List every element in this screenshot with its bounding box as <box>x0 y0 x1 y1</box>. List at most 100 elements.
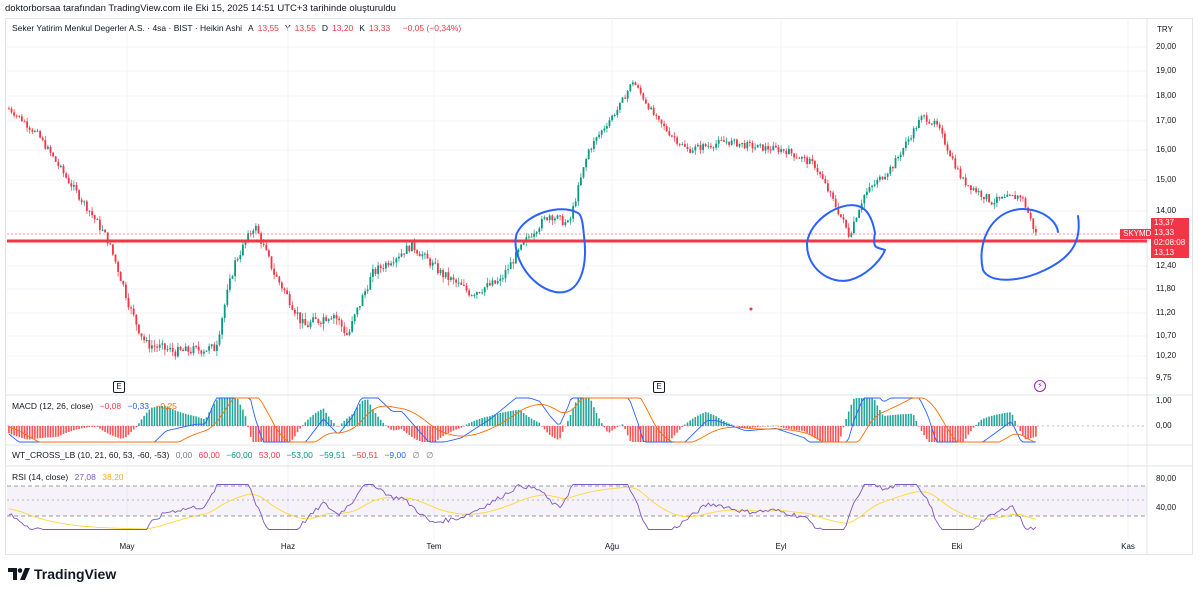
macd-hist-bar <box>764 426 767 427</box>
macd-hist-bar <box>525 415 528 426</box>
macd-hist-bar <box>756 426 759 427</box>
price-tick-6: 14,00 <box>1156 206 1177 215</box>
macd-hist-bar <box>902 414 905 426</box>
macd-hist-bar <box>132 426 135 430</box>
earnings-mark-1[interactable]: E <box>113 381 125 393</box>
candle-body <box>658 115 660 120</box>
macd-hist-bar <box>138 423 140 426</box>
macd-hist-bar <box>377 416 379 426</box>
macd-hist-bar <box>881 414 884 426</box>
candle-body <box>923 115 925 117</box>
candle-body <box>244 241 247 245</box>
candle-body <box>320 322 322 324</box>
candle-body <box>190 351 192 354</box>
price-tick-5: 15,00 <box>1156 175 1177 184</box>
macd-hist-bar <box>239 404 242 426</box>
macd-hist-bar <box>1003 412 1006 426</box>
candle-body <box>91 211 93 216</box>
candle-body <box>515 251 517 264</box>
macd-line <box>8 397 1036 443</box>
wt-value-9: ∅ <box>412 450 420 460</box>
lightning-icon[interactable]: ⚡ <box>1034 380 1046 392</box>
macd-hist-bar <box>408 426 411 436</box>
macd-hist-bar <box>192 415 195 426</box>
candle-body <box>34 130 36 132</box>
macd-hist-bar <box>567 420 569 426</box>
macd-hist-bar <box>1024 426 1027 440</box>
candle-body <box>569 218 572 221</box>
candle-body <box>743 142 746 149</box>
candle-body <box>502 278 504 280</box>
macd-hist-bar <box>967 426 970 435</box>
macd-hist-bar <box>387 426 390 428</box>
candle-body <box>377 265 379 274</box>
macd-hist-bar <box>455 426 457 430</box>
macd-hist-bar <box>249 426 252 438</box>
macd-hist-bar <box>1032 426 1035 438</box>
candle-body <box>164 343 166 350</box>
candle-body <box>52 152 54 157</box>
candle-body <box>489 283 491 286</box>
candle-body <box>223 304 226 319</box>
symbol-tag: SKYMD <box>1120 229 1155 239</box>
macd-hist-bar <box>798 426 801 431</box>
candle-body <box>738 143 741 147</box>
macd-hist-bar <box>31 426 34 440</box>
macd-hist-bar <box>730 424 733 426</box>
candle-body <box>268 250 270 257</box>
candle-body <box>281 282 283 289</box>
macd-hist-bar <box>652 426 655 442</box>
candle-body <box>538 228 541 233</box>
macd-hist-bar <box>346 418 348 426</box>
macd-hist-bar <box>187 414 190 426</box>
macd-hist-bar <box>83 426 86 428</box>
macd-hist-bar <box>317 411 320 426</box>
candle-body <box>855 217 858 222</box>
candle-body <box>330 318 333 320</box>
macd-hist-bar <box>676 426 678 433</box>
macd-hist-bar <box>543 426 546 430</box>
candle-body <box>457 282 460 284</box>
candle-body <box>366 289 369 292</box>
candle-body <box>145 339 148 341</box>
macd-hist-bar <box>177 411 179 426</box>
candle-body <box>1019 195 1022 198</box>
earnings-mark-2[interactable]: E <box>653 381 665 393</box>
candle-body <box>452 277 455 280</box>
candle-body <box>863 194 866 204</box>
macd-hist-bar <box>832 426 834 442</box>
macd-hist-bar <box>281 426 283 442</box>
candle-body <box>795 157 798 159</box>
tradingview-logo[interactable]: TradingView <box>8 566 116 582</box>
macd-hist-bar <box>161 406 164 426</box>
macd-hist-bar <box>28 426 31 440</box>
macd-hist-bar <box>915 421 918 426</box>
macd-hist-bar <box>145 412 148 426</box>
macd-hist-bar <box>689 420 691 426</box>
macd-hist-bar <box>985 417 988 426</box>
macd-hist-bar <box>104 426 106 433</box>
macd-hist-bar <box>252 426 255 442</box>
candle-body <box>385 262 387 269</box>
candle-body <box>312 317 314 323</box>
candle-body <box>86 201 88 211</box>
macd-hist-bar <box>642 426 645 442</box>
candle-body <box>216 344 218 351</box>
macd-hist-bar <box>369 404 372 426</box>
macd-hist-bar <box>379 419 382 426</box>
macd-hist-bar <box>216 400 218 426</box>
macd-hist-bar <box>990 415 993 426</box>
macd-hist-bar <box>88 426 91 428</box>
candle-body <box>668 131 671 136</box>
macd-hist-bar <box>65 426 67 433</box>
macd-hist-bar <box>80 426 83 429</box>
candle-body <box>317 319 320 323</box>
macd-hist-bar <box>673 426 676 436</box>
macd-hist-bar <box>444 426 447 435</box>
macd-hist-bar <box>941 426 944 442</box>
candle-body <box>486 283 489 288</box>
macd-hist-bar <box>811 426 814 437</box>
macd-hist-bar <box>733 425 736 426</box>
candle-body <box>18 115 21 117</box>
